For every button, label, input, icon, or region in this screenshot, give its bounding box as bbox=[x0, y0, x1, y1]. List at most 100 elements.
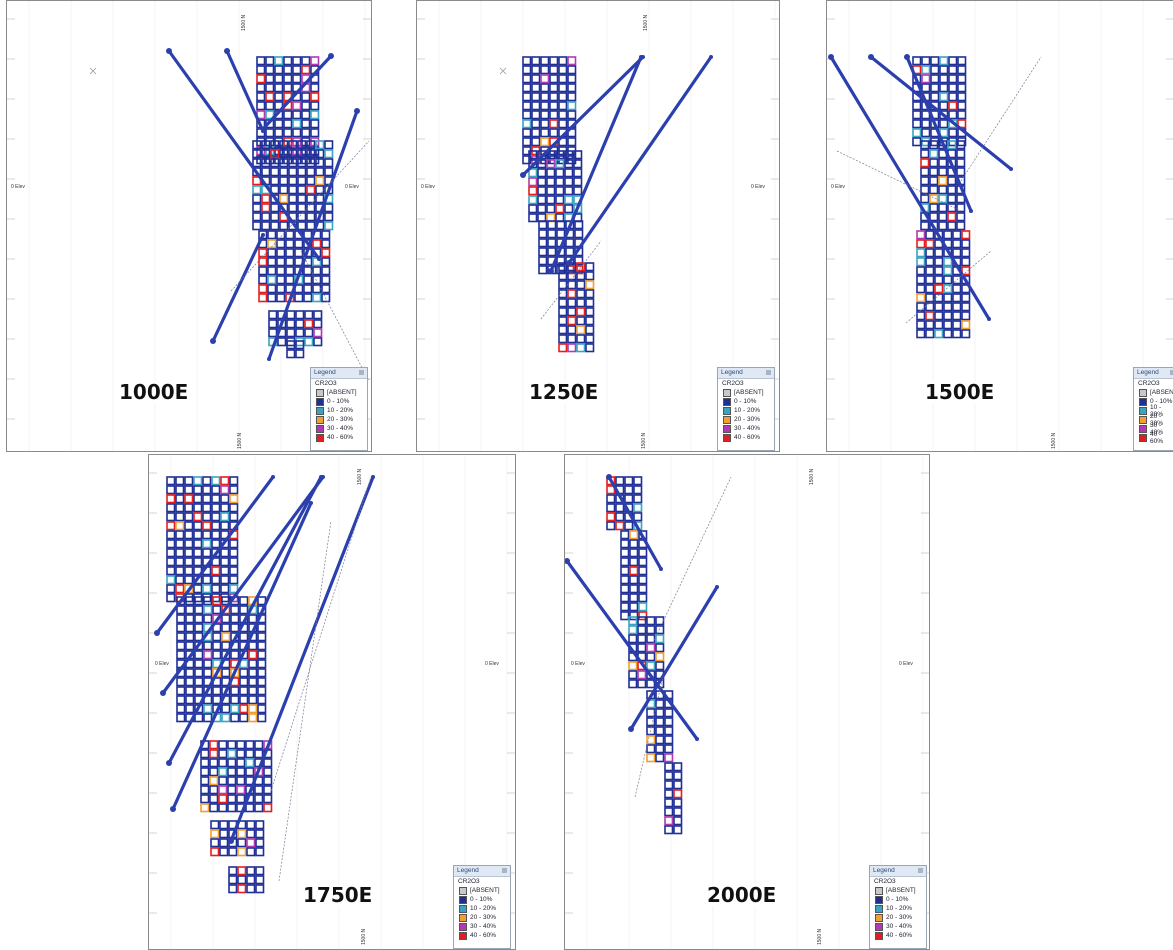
block-cell bbox=[237, 838, 247, 848]
block-cell bbox=[558, 307, 568, 317]
block-cell bbox=[265, 128, 275, 138]
block-cell bbox=[220, 557, 230, 567]
legend-label: 0 - 10% bbox=[470, 896, 493, 903]
block-cell bbox=[246, 838, 256, 848]
block-cell bbox=[531, 128, 541, 138]
block-cell bbox=[294, 248, 304, 258]
block-cell bbox=[228, 847, 238, 857]
block-cell bbox=[934, 284, 944, 294]
block-cell bbox=[218, 767, 228, 777]
block-cell bbox=[315, 185, 325, 195]
block-cell bbox=[286, 319, 296, 329]
drill-hole-collar bbox=[328, 53, 334, 59]
block-cell bbox=[219, 820, 229, 830]
block-cell bbox=[925, 275, 935, 285]
block-cell bbox=[221, 632, 231, 642]
legend-row: 0 - 10% bbox=[454, 895, 510, 904]
block-cell bbox=[547, 229, 557, 239]
block-cell bbox=[961, 248, 971, 258]
block-cell bbox=[166, 503, 176, 513]
drill-hole-projection bbox=[540, 240, 602, 320]
block-cell bbox=[606, 512, 616, 522]
block-cell bbox=[655, 744, 665, 754]
block-cell bbox=[646, 679, 656, 689]
block-cell bbox=[943, 266, 953, 276]
block-cell bbox=[245, 803, 255, 813]
block-cell bbox=[184, 548, 194, 558]
block-cell bbox=[175, 539, 185, 549]
block-cell bbox=[934, 293, 944, 303]
block-cell bbox=[306, 167, 316, 177]
close-icon[interactable] bbox=[918, 868, 923, 873]
close-icon[interactable] bbox=[502, 868, 507, 873]
block-cell bbox=[540, 83, 550, 93]
block-cell bbox=[531, 56, 541, 66]
drill-hole-trace bbox=[225, 49, 265, 133]
drill-hole-collar bbox=[170, 806, 176, 812]
block-cell bbox=[916, 230, 926, 240]
block-cell bbox=[324, 212, 334, 222]
block-cell bbox=[916, 275, 926, 285]
drill-hole-trace bbox=[905, 55, 973, 213]
block-cell bbox=[321, 248, 331, 258]
block-cell bbox=[193, 476, 203, 486]
block-cell bbox=[265, 74, 275, 84]
drill-hole-collar bbox=[154, 630, 160, 636]
northing-key-label-top: 1500 N bbox=[809, 468, 815, 485]
block-cell bbox=[943, 230, 953, 240]
block-cell bbox=[537, 204, 547, 214]
block-cell bbox=[248, 614, 258, 624]
block-cell bbox=[270, 203, 280, 213]
block-cell bbox=[522, 101, 532, 111]
block-cell bbox=[267, 248, 277, 258]
block-cell bbox=[306, 185, 316, 195]
block-cell bbox=[184, 476, 194, 486]
block-cell bbox=[248, 668, 258, 678]
block-cell bbox=[546, 204, 556, 214]
block-cell bbox=[268, 328, 278, 338]
block-cell bbox=[655, 753, 665, 763]
block-cell bbox=[567, 298, 577, 308]
block-cell bbox=[210, 829, 220, 839]
close-icon[interactable] bbox=[1170, 370, 1173, 375]
block-cell bbox=[220, 476, 230, 486]
drill-hole-trace bbox=[167, 475, 323, 765]
block-cell bbox=[239, 596, 249, 606]
block-cell bbox=[324, 221, 334, 231]
block-cell bbox=[573, 159, 583, 169]
block-cell bbox=[948, 65, 958, 75]
block-cell bbox=[258, 284, 268, 294]
block-cell bbox=[938, 176, 948, 186]
block-cell bbox=[283, 119, 293, 129]
block-cell bbox=[916, 293, 926, 303]
legend-title: Legend bbox=[1137, 369, 1159, 376]
block-cell bbox=[193, 557, 203, 567]
block-cell bbox=[947, 203, 957, 213]
legend-row: [ABSENT] bbox=[718, 388, 774, 397]
legend-row: 20 - 30% bbox=[718, 415, 774, 424]
close-icon[interactable] bbox=[766, 370, 771, 375]
legend-label: 30 - 40% bbox=[470, 923, 497, 930]
block-cell bbox=[655, 661, 665, 671]
block-cell bbox=[948, 56, 958, 66]
block-cell bbox=[576, 307, 586, 317]
block-cell bbox=[916, 266, 926, 276]
block-cell bbox=[255, 875, 265, 885]
block-cell bbox=[175, 503, 185, 513]
block-cell bbox=[558, 280, 568, 290]
block-cell bbox=[522, 74, 532, 84]
block-cell bbox=[228, 875, 238, 885]
block-cell bbox=[920, 194, 930, 204]
block-cell bbox=[925, 257, 935, 267]
block-cell bbox=[912, 137, 922, 147]
legend-title: Legend bbox=[457, 867, 479, 874]
drill-hole-end bbox=[319, 475, 323, 479]
block-cell bbox=[324, 140, 334, 150]
block-cell bbox=[929, 185, 939, 195]
block-cell bbox=[916, 320, 926, 330]
drill-hole-trace bbox=[567, 55, 713, 265]
legend-label: 0 - 10% bbox=[1150, 398, 1173, 405]
block-cell bbox=[555, 177, 565, 187]
close-icon[interactable] bbox=[359, 370, 364, 375]
block-cell bbox=[297, 221, 307, 231]
